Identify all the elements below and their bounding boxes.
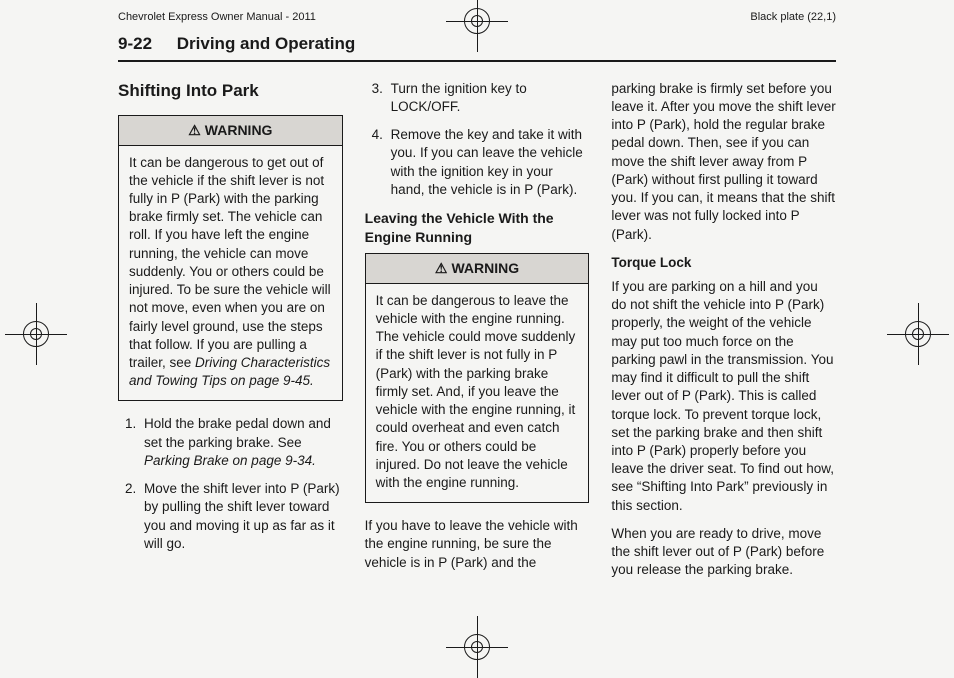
subheading-leaving-vehicle: Leaving the Vehicle With the Engine Runn… (365, 209, 590, 247)
step-3: Turn the ignition key to LOCK/OFF. (387, 80, 590, 116)
paragraph-continuation: parking brake is firmly set before you l… (611, 80, 836, 244)
warning-icon: ⚠ (435, 259, 448, 278)
warning-box-1: ⚠WARNING It can be dangerous to get out … (118, 115, 343, 402)
crop-mark-bottom (446, 616, 508, 678)
plate-label: Black plate (22,1) (750, 10, 836, 25)
tail-paragraph: If you have to leave the vehicle with th… (365, 517, 590, 572)
warning-label: WARNING (451, 260, 519, 276)
crop-mark-top (446, 0, 508, 52)
page-number: 9-22 (118, 33, 152, 56)
warning-box-2: ⚠WARNING It can be dangerous to leave th… (365, 253, 590, 503)
column-2: Turn the ignition key to LOCK/OFF. Remov… (365, 80, 590, 580)
warning-body-1: It can be dangerous to get out of the ve… (119, 146, 342, 401)
warning-label: WARNING (205, 122, 273, 138)
warning-icon: ⚠ (188, 121, 201, 140)
column-1: Shifting Into Park ⚠WARNING It can be da… (118, 80, 343, 580)
crop-mark-left (5, 303, 67, 365)
crop-mark-right (887, 303, 949, 365)
manual-title: Chevrolet Express Owner Manual - 2011 (118, 10, 316, 25)
heading-shifting-into-park: Shifting Into Park (118, 80, 343, 103)
step-1: Hold the brake pedal down and set the pa… (140, 415, 343, 470)
paragraph-ready-to-drive: When you are ready to drive, move the sh… (611, 525, 836, 580)
subheading-torque-lock: Torque Lock (611, 254, 836, 272)
warning-body-2: It can be dangerous to leave the vehicle… (366, 284, 589, 502)
step-2: Move the shift lever into P (Park) by pu… (140, 480, 343, 553)
section-title: Driving and Operating (177, 34, 356, 53)
paragraph-torque-lock: If you are parking on a hill and you do … (611, 278, 836, 515)
step-4: Remove the key and take it with you. If … (387, 126, 590, 199)
xref-parking-brake: Parking Brake on page 9-34. (144, 453, 316, 468)
column-3: parking brake is firmly set before you l… (611, 80, 836, 580)
